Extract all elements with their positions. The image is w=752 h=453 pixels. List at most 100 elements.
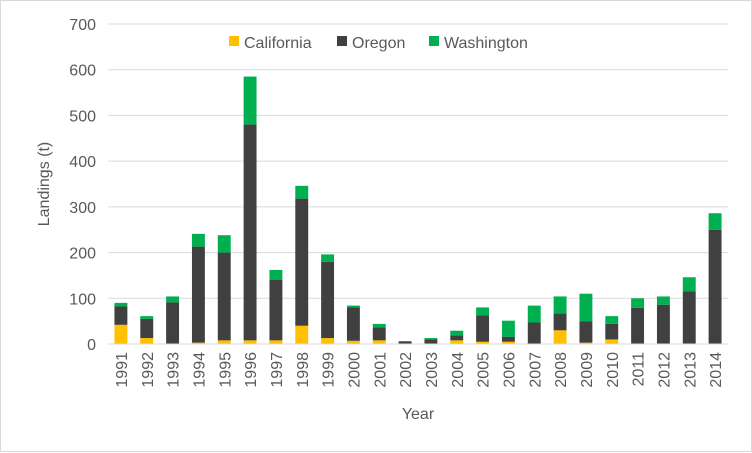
bar-oregon-2008 [553,313,567,331]
x-tick-label: 1992 [140,352,157,388]
bar-california-2005 [476,341,490,344]
bar-oregon-1994 [191,246,205,343]
bar-oregon-1993 [166,302,180,344]
y-tick-label: 100 [69,291,96,308]
x-tick-label: 1991 [114,352,131,388]
bar-washington-2007 [527,305,541,323]
bar-washington-1994 [191,233,205,247]
bar-california-2008 [553,330,567,344]
legend-swatch-oregon [337,36,347,46]
x-tick-label: 2012 [656,352,673,388]
bar-washington-2012 [656,296,670,305]
bar-washington-2001 [372,323,386,328]
bar-california-1991 [114,324,128,344]
bar-washington-1995 [217,235,231,253]
bar-washington-2014 [708,213,722,230]
legend-label-washington: Washington [444,35,528,52]
bar-oregon-1992 [140,318,154,339]
bar-oregon-2009 [579,321,593,343]
y-axis-title: Landings (t) [36,142,53,227]
bar-washington-2006 [501,320,515,337]
bar-oregon-2002 [398,341,412,344]
bar-california-2009 [579,342,593,344]
bar-washington-1991 [114,302,128,307]
bar-washington-1998 [295,185,309,199]
bar-washington-2004 [450,330,464,336]
bar-california-1998 [295,325,309,344]
x-axis-title: Year [402,406,435,423]
x-tick-label: 2008 [553,352,570,388]
y-tick-label: 200 [69,246,96,263]
bar-california-1995 [217,340,231,344]
bar-washington-1999 [321,254,335,262]
x-tick-label: 1997 [269,352,286,388]
legend-label-oregon: Oregon [352,35,405,52]
bar-oregon-2005 [476,315,490,342]
bar-washington-2008 [553,296,567,314]
bar-california-2004 [450,340,464,344]
bar-california-1996 [243,340,257,344]
bar-washington-2011 [631,298,645,308]
x-tick-label: 2006 [501,352,518,388]
bar-oregon-2013 [682,291,696,344]
legend-swatch-washington [429,36,439,46]
bar-oregon-1991 [114,306,128,325]
y-tick-label: 600 [69,63,96,80]
bar-california-2006 [501,341,515,344]
bar-oregon-2010 [605,323,619,340]
bar-washington-1992 [140,316,154,319]
legend: California Oregon Washington [229,35,528,52]
bar-california-1994 [191,342,205,344]
bar-oregon-2012 [656,304,670,344]
x-tick-label: 1996 [243,352,260,388]
x-tick-label: 2003 [424,352,441,388]
y-tick-label: 400 [69,154,96,171]
x-tick-label: 2005 [476,352,493,388]
bar-washington-2005 [476,307,490,316]
bar-california-2010 [605,339,619,344]
bars [114,76,722,344]
bar-washington-2000 [346,305,360,308]
bar-oregon-2011 [631,307,645,344]
x-tick-label: 1993 [166,352,183,388]
bar-washington-1997 [269,269,283,280]
bar-oregon-1995 [217,252,231,341]
bar-california-1992 [140,338,154,344]
y-tick-label: 500 [69,108,96,125]
x-tick-label: 2007 [527,352,544,388]
bar-oregon-2014 [708,229,722,344]
bar-california-2001 [372,340,386,344]
bar-oregon-2006 [501,336,515,342]
bar-california-2000 [346,340,360,344]
x-tick-label: 1998 [295,352,312,388]
x-tick-label: 1995 [217,352,234,388]
x-tick-label: 2002 [398,352,415,388]
x-tick-label: 2010 [605,352,622,388]
x-tick-label: 2011 [631,352,648,387]
x-tick-label: 2004 [450,352,467,388]
axes: 0 100 200 300 400 500 600 700 1991 1992 1993 1994 19… [69,17,728,388]
bar-washington-1996 [243,76,257,125]
bar-oregon-1999 [321,261,335,339]
y-tick-label: 300 [69,200,96,217]
legend-swatch-california [229,36,239,46]
bar-oregon-2003 [424,339,438,344]
bar-california-1999 [321,338,335,344]
bar-oregon-2000 [346,307,360,341]
y-tick-label: 700 [69,17,96,34]
bar-oregon-2007 [527,322,541,344]
gridlines [108,23,728,299]
y-tick-label: 0 [87,337,96,354]
bar-washington-2013 [682,277,696,292]
bar-oregon-2001 [372,327,386,341]
x-tick-label: 1994 [191,352,208,388]
x-tick-label: 2013 [682,352,699,388]
bar-oregon-1998 [295,198,309,326]
bar-oregon-2004 [450,335,464,341]
x-tick-label: 2009 [579,352,596,388]
bar-washington-2003 [424,338,438,340]
bar-oregon-1996 [243,124,257,341]
bar-washington-2010 [605,316,619,324]
